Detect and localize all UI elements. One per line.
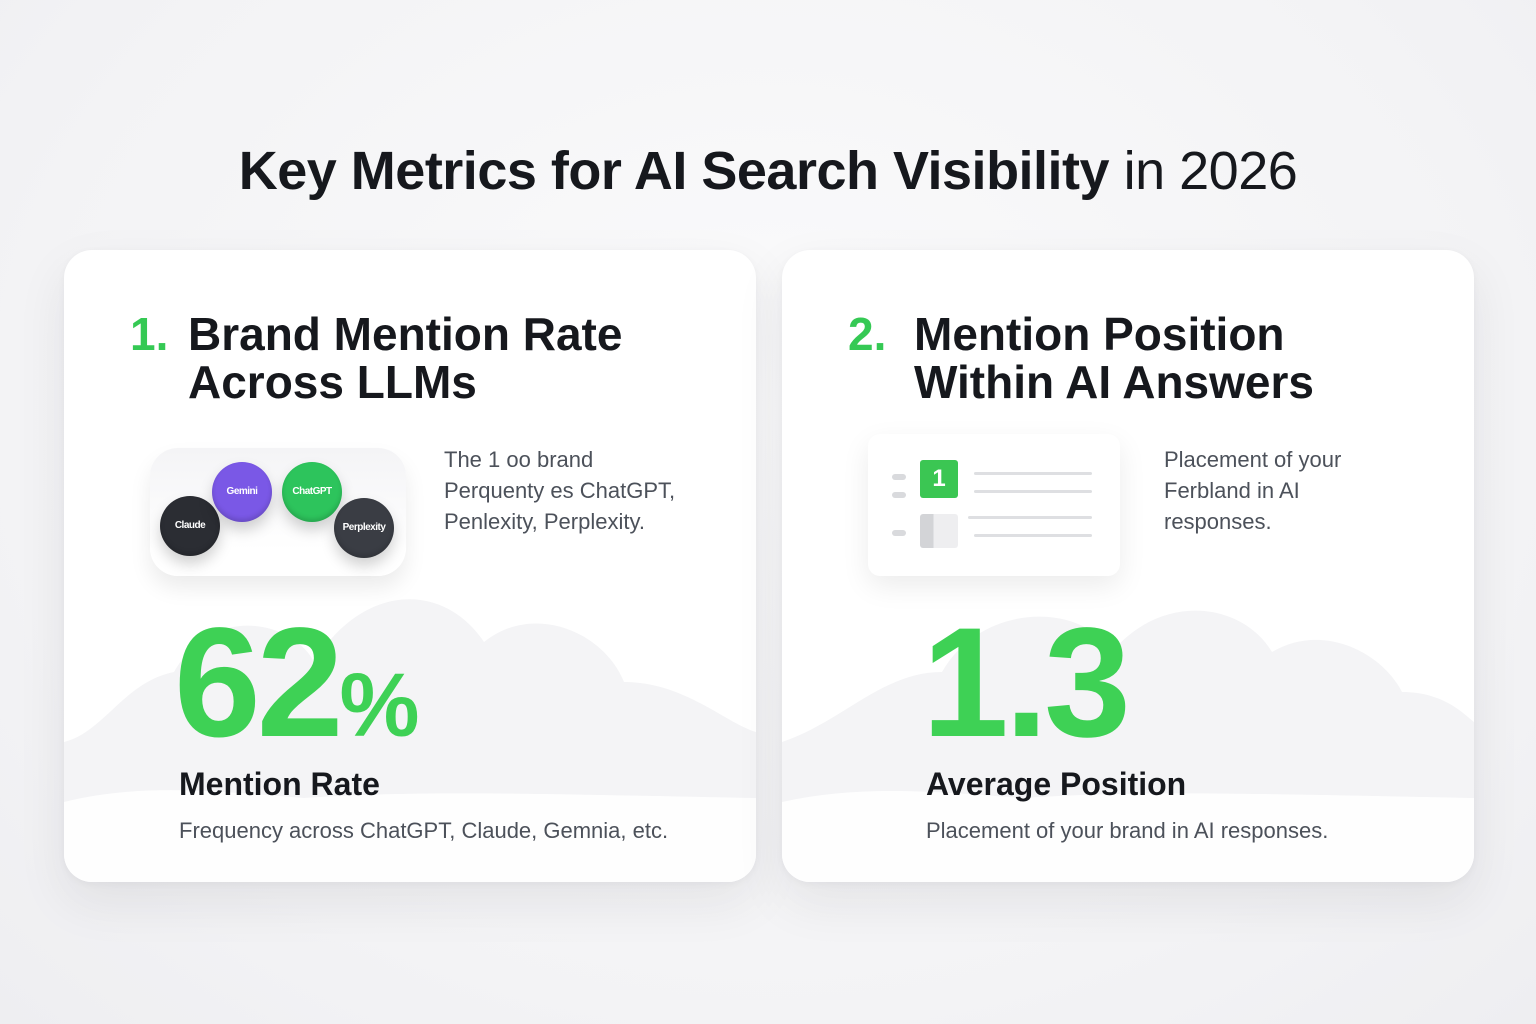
gemini-icon: Gemini <box>212 462 272 522</box>
list-bullet-icon <box>892 530 906 536</box>
description-line: Ferbland in AI <box>1164 478 1300 503</box>
card-number: 2. <box>848 308 887 360</box>
chatgpt-icon: ChatGPT <box>282 462 342 522</box>
card-heading-line-1: Brand Mention Rate <box>188 308 623 360</box>
claude-icon: Claude <box>160 496 220 556</box>
claude-icon-label: Claude <box>174 520 206 531</box>
title-year: in 2026 <box>1123 141 1298 201</box>
title-bold: Key Metrics for AI Search Visibility <box>238 141 1110 201</box>
value-unit: % <box>339 656 420 756</box>
description-line: Placement of your <box>1164 447 1342 472</box>
description-line: Perquenty es ChatGPT, <box>444 478 676 503</box>
list-line <box>974 472 1092 475</box>
list-line <box>968 516 1092 519</box>
description-line: Penlexity, Perplexity. <box>444 509 645 534</box>
value-number: 1.3 <box>922 596 1131 770</box>
perplexity-icon-label: Perplexity <box>342 522 386 533</box>
mention-rate-value: 62% <box>174 605 420 784</box>
metric-subtitle: Frequency across ChatGPT, Claude, Gemnia… <box>179 818 669 843</box>
average-position-value: 1.3 <box>922 605 1131 761</box>
list-bullet-icon <box>892 474 906 480</box>
description-line: responses. <box>1164 509 1272 534</box>
rank-two-placeholder <box>920 514 958 548</box>
metric-card-mention-position: 2. Mention Position Within AI Answers 1 … <box>782 250 1474 882</box>
metric-label: Average Position <box>926 766 1187 802</box>
page-title: Key Metrics for AI Search Visibility in … <box>0 140 1536 202</box>
description-line: The 1 oo brand <box>444 447 594 472</box>
card-number: 1. <box>130 308 169 360</box>
value-number: 62 <box>174 596 344 770</box>
cloud-background-decoration <box>64 599 756 882</box>
metric-label: Mention Rate <box>179 766 380 802</box>
card-heading-line-1: Mention Position <box>914 308 1285 360</box>
list-line <box>974 490 1092 493</box>
card-description: Placement of your Ferbland in AI respons… <box>1164 444 1434 537</box>
list-line <box>974 534 1092 537</box>
perplexity-icon: Perplexity <box>334 498 394 558</box>
rank-one-badge: 1 <box>920 460 958 498</box>
llm-icons-tray: Claude Gemini ChatGPT Perplexity <box>150 448 406 576</box>
card-heading-line-2: Across LLMs <box>188 356 477 408</box>
list-bullet-icon <box>892 492 906 498</box>
cloud-background-decoration <box>782 610 1474 882</box>
metric-card-mention-rate: 1. Brand Mention Rate Across LLMs Claude… <box>64 250 756 882</box>
card-heading-line-2: Within AI Answers <box>914 356 1314 408</box>
chatgpt-icon-label: ChatGPT <box>292 486 332 497</box>
metric-subtitle: Placement of your brand in AI responses. <box>926 818 1329 843</box>
card-description: The 1 oo brand Perquenty es ChatGPT, Pen… <box>444 444 714 537</box>
ranked-list-illustration: 1 <box>868 434 1120 576</box>
gemini-icon-label: Gemini <box>226 486 258 497</box>
